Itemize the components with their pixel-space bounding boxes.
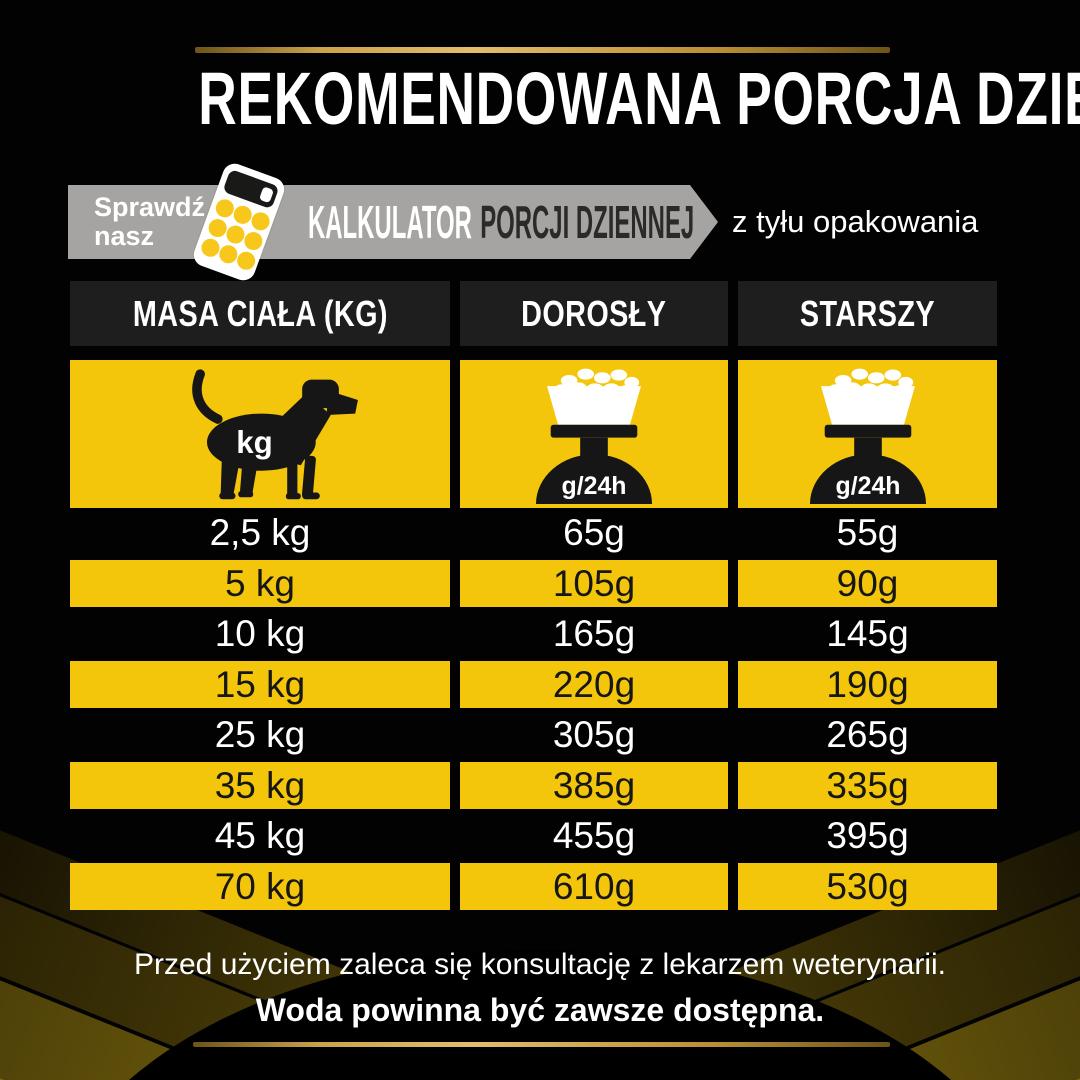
water-note: Woda powinna być zawsze dostępna. [255, 992, 825, 1028]
table-row: 35 kg 385g 335g [0, 760, 1080, 810]
column-header-adult: DOROSŁY [460, 281, 728, 346]
page-title: REKOMENDOWANA PORCJA DZIENNA [198, 57, 1080, 140]
calculator-title-white: KALKULATOR [308, 196, 472, 248]
table-row: 45 kg 455g 395g [0, 811, 1080, 861]
column-header-weight: MASA CIAŁA (KG) [70, 281, 450, 346]
senior-portion-value: 335g [738, 762, 997, 809]
calculator-icon [190, 160, 288, 284]
food-scale-icon: g/24h [535, 368, 653, 504]
weight-value: 15 kg [70, 661, 450, 708]
calculator-title: KALKULATOR PORCJI DZIENNEJ [308, 185, 1051, 259]
weight-value: 70 kg [70, 863, 450, 910]
table-row: 15 kg 220g 190g [0, 659, 1080, 709]
calculator-buttons [199, 196, 272, 273]
senior-portion-value: 190g [738, 661, 997, 708]
weight-value: 45 kg [214, 815, 306, 856]
senior-portion-value: 530g [738, 863, 997, 910]
weight-value: 35 kg [70, 762, 450, 809]
weight-value: 2,5 kg [209, 512, 311, 553]
adult-portion-value: 165g [552, 613, 636, 654]
banner-bar [68, 185, 690, 259]
column-header-senior: STARSZY [738, 281, 997, 346]
portion-unit-label: g/24h [562, 472, 627, 500]
table-row: 10 kg 165g 145g [0, 609, 1080, 659]
dog-icon: kg [192, 369, 358, 500]
senior-portion-value: 395g [826, 815, 909, 856]
calculator-notch [258, 186, 275, 204]
adult-portion-value: 220g [460, 661, 728, 708]
kg-label: kg [236, 425, 273, 460]
weight-value: 25 kg [214, 714, 306, 755]
portion-unit-label: g/24h [835, 472, 900, 500]
adult-portion-value: 305g [552, 714, 636, 755]
adult-portion-value: 105g [460, 560, 728, 607]
table-row: 25 kg 305g 265g [0, 710, 1080, 760]
adult-portion-value: 455g [552, 815, 636, 856]
senior-portion-value: 265g [826, 714, 909, 755]
check-our-label: Sprawdź nasz [94, 192, 206, 251]
weight-value: 10 kg [214, 613, 306, 654]
bottom-rays-decoration [0, 740, 1080, 1080]
bottom-divider [193, 1042, 890, 1047]
senior-portion-value: 145g [826, 613, 909, 654]
senior-portion-value: 90g [738, 560, 997, 607]
banner-suffix: z tyłu opakowania [732, 204, 979, 239]
banner-arrow [690, 185, 718, 259]
adult-portion-icon-cell: g/24h [460, 360, 728, 508]
table-row: 2,5 kg 65g 55g [0, 508, 1080, 558]
adult-portion-value: 385g [460, 762, 728, 809]
weight-icon-cell: kg [70, 360, 450, 508]
calculator-title-dark: PORCJI DZIENNEJ [480, 196, 695, 248]
adult-portion-value: 610g [460, 863, 728, 910]
weight-value: 5 kg [70, 560, 450, 607]
senior-portion-icon-cell: g/24h [738, 360, 997, 508]
adult-portion-value: 65g [563, 512, 625, 553]
table-row: 5 kg 105g 90g [0, 558, 1080, 608]
top-divider [195, 47, 890, 53]
calculator-banner: Sprawdź nasz KALKULATOR PORCJI DZIENNEJ z… [68, 160, 1012, 284]
consultation-note: Przed użyciem zaleca się konsultację z l… [134, 948, 946, 981]
senior-portion-value: 55g [836, 512, 899, 553]
food-scale-icon: g/24h [809, 368, 926, 504]
table-row: 70 kg 610g 530g [0, 861, 1080, 911]
